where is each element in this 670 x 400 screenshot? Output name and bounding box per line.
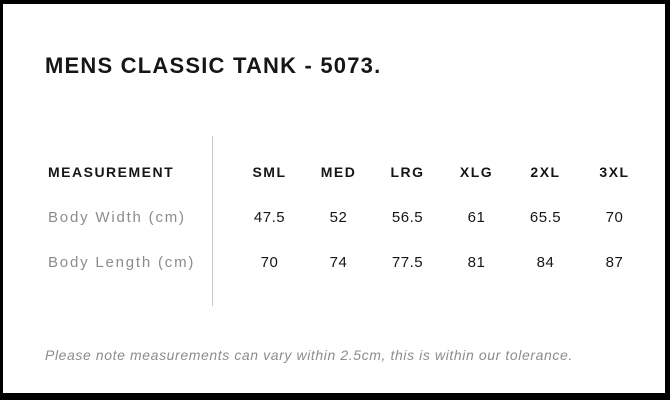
page-title: MENS CLASSIC TANK - 5073. — [45, 53, 382, 78]
body-width-sml: 47.5 — [253, 208, 286, 226]
body-width-xlg: 61 — [467, 208, 486, 226]
body-width-3xl: 70 — [605, 208, 624, 226]
row-label-body-width: Body Width (cm) — [48, 208, 186, 226]
body-length-3xl: 87 — [605, 253, 624, 271]
body-length-2xl: 84 — [536, 253, 555, 271]
body-width-lrg: 56.5 — [391, 208, 424, 226]
column-header-sml: SML — [252, 164, 287, 180]
column-header-med: MED — [320, 164, 357, 180]
body-length-xlg: 81 — [467, 253, 486, 271]
body-length-lrg: 77.5 — [391, 253, 424, 271]
tolerance-note: Please note measurements can vary within… — [45, 347, 573, 363]
column-header-2xl: 2XL — [530, 164, 561, 180]
column-header-lrg: LRG — [390, 164, 425, 180]
table-header-row: MEASUREMENT SML MED LRG XLG 2XL 3XL — [45, 161, 649, 183]
row-label-body-length: Body Length (cm) — [48, 253, 196, 271]
body-width-2xl: 65.5 — [529, 208, 562, 226]
body-width-med: 52 — [329, 208, 348, 226]
body-length-med: 74 — [329, 253, 348, 271]
table-row-body-length: Body Length (cm) 70 74 77.5 81 84 87 — [45, 251, 649, 273]
table-row-body-width: Body Width (cm) 47.5 52 56.5 61 65.5 70 — [45, 206, 649, 228]
size-chart-table: MEASUREMENT SML MED LRG XLG 2XL 3XL Body… — [45, 132, 649, 310]
column-header-3xl: 3XL — [599, 164, 630, 180]
body-length-sml: 70 — [260, 253, 279, 271]
table-vertical-divider — [212, 136, 213, 306]
column-header-xlg: XLG — [459, 164, 494, 180]
column-header-measurement: MEASUREMENT — [48, 164, 175, 180]
